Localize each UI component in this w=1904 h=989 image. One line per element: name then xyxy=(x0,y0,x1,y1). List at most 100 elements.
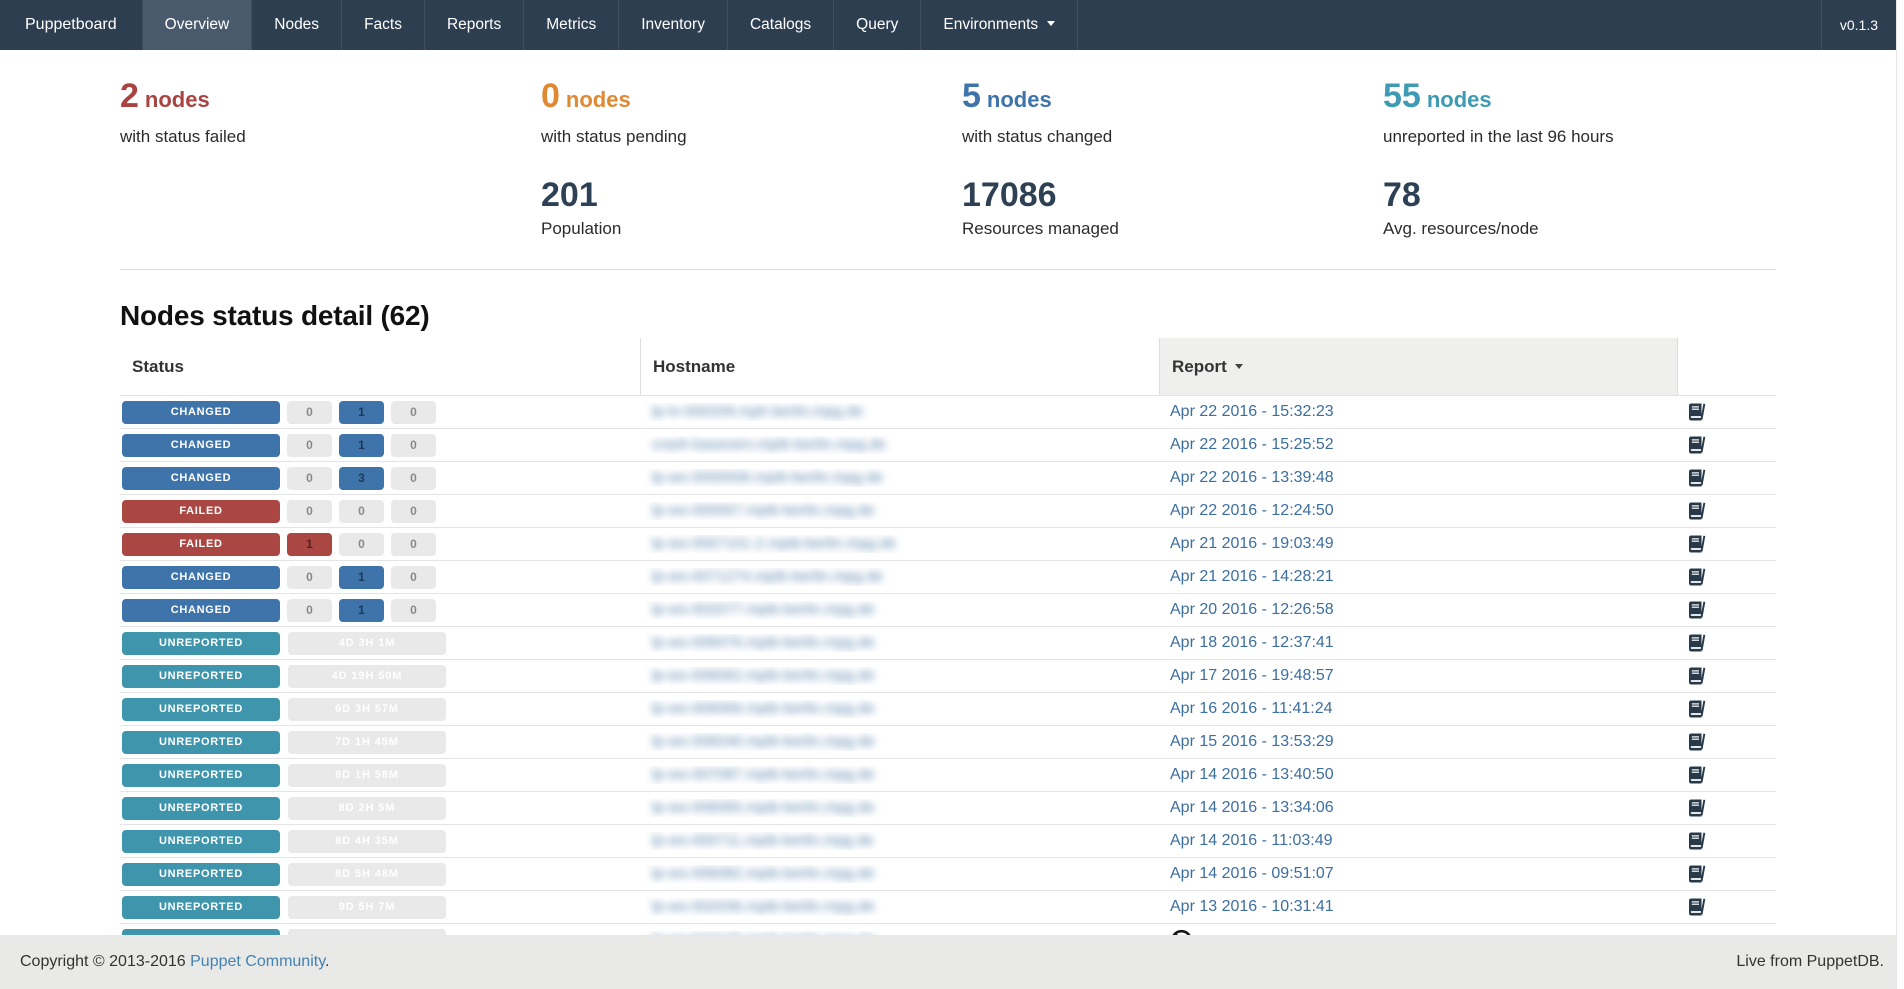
hostname-link[interactable]: lp-ws-0071274.mpib-berlin.mpg.de xyxy=(652,568,883,585)
hostname-cell: lp-ws-000711.mpib-berlin.mpg.de xyxy=(640,832,1159,850)
nav-item-nodes[interactable]: Nodes xyxy=(252,0,343,50)
hostname-link[interactable]: lp-ws-0007101-2.mpib-berlin.mpg.de xyxy=(652,535,897,552)
report-book-icon[interactable] xyxy=(1687,534,1707,554)
nav-item-environments[interactable]: Environments xyxy=(921,0,1079,50)
column-header-report[interactable]: Report xyxy=(1159,338,1678,395)
hostname-link[interactable]: lp-ws-006065.mpib-berlin.mpg.de xyxy=(652,799,875,816)
report-date-link[interactable]: Apr 22 2016 - 12:24:50 xyxy=(1170,502,1334,519)
hostname-link[interactable]: crash-baseserv.mpib-berlin.mpg.de xyxy=(652,436,886,453)
report-icon-cell xyxy=(1678,765,1776,785)
report-cell: Apr 13 2016 - 10:31:41 xyxy=(1159,898,1678,916)
puppet-community-link[interactable]: Puppet Community xyxy=(190,953,325,970)
stat-secondary-value: 201 xyxy=(541,176,598,214)
nav-item-query[interactable]: Query xyxy=(834,0,922,50)
status-badge: UNREPORTED xyxy=(122,664,280,688)
hostname-cell: lp-ws-0000006.mpib-berlin.mpg.de xyxy=(640,469,1159,487)
report-date-link[interactable]: Apr 14 2016 - 09:51:07 xyxy=(1170,865,1334,882)
event-count-box: 0 xyxy=(287,400,332,424)
report-book-icon[interactable] xyxy=(1687,501,1707,521)
stats-row: 2 nodes with status failed 0 nodes with statu… xyxy=(120,50,1776,239)
hostname-link[interactable]: lp-ws-002077.mpib-berlin.mpg.de xyxy=(652,601,875,618)
status-cell: UNREPORTED 8D 1H 58M xyxy=(120,763,640,787)
stat-secondary-caption: Population xyxy=(541,219,622,238)
report-date-link[interactable]: Apr 18 2016 - 12:37:41 xyxy=(1170,634,1334,651)
report-date-link[interactable]: Apr 21 2016 - 14:28:21 xyxy=(1170,568,1334,585)
nav-item-facts[interactable]: Facts xyxy=(342,0,425,50)
status-badge: UNREPORTED xyxy=(122,763,280,787)
report-date-link[interactable]: Apr 15 2016 - 13:53:29 xyxy=(1170,733,1334,750)
column-header-hostname[interactable]: Hostname xyxy=(640,338,1159,395)
hostname-link[interactable]: lp-ws-0000006.mpib-berlin.mpg.de xyxy=(652,469,883,486)
report-book-icon[interactable] xyxy=(1687,765,1707,785)
report-book-icon[interactable] xyxy=(1687,468,1707,488)
report-book-icon[interactable] xyxy=(1687,864,1707,884)
report-book-icon[interactable] xyxy=(1687,402,1707,422)
hostname-link[interactable]: lp-ws-007087.mpib-berlin.mpg.de xyxy=(652,766,875,783)
navbar-items: Overview Nodes Facts Reports Metrics Inventor… xyxy=(142,0,1079,50)
report-date-link[interactable]: Apr 21 2016 - 19:03:49 xyxy=(1170,535,1334,552)
hostname-cell: lp-ws-002077.mpib-berlin.mpg.de xyxy=(640,601,1159,619)
nav-item-inventory[interactable]: Inventory xyxy=(619,0,728,50)
hostname-link[interactable]: lp-ws-000711.mpib-berlin.mpg.de xyxy=(652,832,874,849)
report-book-icon[interactable] xyxy=(1687,435,1707,455)
report-date-link[interactable]: Apr 16 2016 - 11:41:24 xyxy=(1170,700,1333,717)
table-row: UNREPORTED 6D 3H 57M lp-ws-006066.mpib-b… xyxy=(120,692,1776,725)
nav-item-metrics[interactable]: Metrics xyxy=(524,0,620,50)
report-book-icon[interactable] xyxy=(1687,600,1707,620)
hostname-link[interactable]: lp-ws-006082.mpib-berlin.mpg.de xyxy=(652,865,875,882)
stat-unit: nodes xyxy=(144,87,210,112)
column-header-status[interactable]: Status xyxy=(132,357,184,376)
stat-secondary: 78 Avg. resources/node xyxy=(1383,175,1804,239)
report-book-icon[interactable] xyxy=(1687,897,1707,917)
nav-item-reports[interactable]: Reports xyxy=(425,0,525,50)
hostname-cell: lp-ws-000007.mpib-berlin.mpg.de xyxy=(640,502,1159,520)
hostname-cell: lp-ws-006066.mpib-berlin.mpg.de xyxy=(640,700,1159,718)
hostname-link[interactable]: lp-ws-002036.mpib-berlin.mpg.de xyxy=(652,898,875,915)
status-badge: UNREPORTED xyxy=(122,895,280,919)
navbar-brand[interactable]: Puppetboard xyxy=(0,0,143,50)
hostname-link[interactable]: lp-ws-000007.mpib-berlin.mpg.de xyxy=(652,502,875,519)
scrollbar[interactable] xyxy=(1896,0,1904,989)
report-date-link[interactable]: Apr 22 2016 - 13:39:48 xyxy=(1170,469,1334,486)
hostname-link[interactable]: lp-ws-006062.mpib-berlin.mpg.de xyxy=(652,667,875,684)
event-count-box: 0 xyxy=(287,466,332,490)
status-cell: UNREPORTED 4D 3H 1M xyxy=(120,631,640,655)
hostname-cell: crash-baseserv.mpib-berlin.mpg.de xyxy=(640,436,1159,454)
report-date-link[interactable]: Apr 14 2016 - 13:34:06 xyxy=(1170,799,1334,816)
report-date-link[interactable]: Apr 22 2016 - 15:32:23 xyxy=(1170,403,1334,420)
hostname-link[interactable]: lp-ws-006066.mpib-berlin.mpg.de xyxy=(652,700,875,717)
status-cell: UNREPORTED 4D 19H 50M xyxy=(120,664,640,688)
nav-item-overview[interactable]: Overview xyxy=(142,0,253,50)
report-date-link[interactable]: Apr 13 2016 - 10:31:41 xyxy=(1170,898,1334,915)
stat-value: 55 xyxy=(1383,77,1421,115)
stat-headline: 0 nodes xyxy=(541,76,962,123)
report-date-link[interactable]: Apr 14 2016 - 13:40:50 xyxy=(1170,766,1334,783)
report-book-icon[interactable] xyxy=(1687,732,1707,752)
stat-column: 5 nodes with status changed 17086 Resources … xyxy=(962,76,1383,239)
report-date-link[interactable]: Apr 14 2016 - 11:03:49 xyxy=(1170,832,1333,849)
report-book-icon[interactable] xyxy=(1687,567,1707,587)
status-cell: UNREPORTED 8D 5H 48M xyxy=(120,862,640,886)
nav-item-catalogs[interactable]: Catalogs xyxy=(728,0,835,50)
report-book-icon[interactable] xyxy=(1687,666,1707,686)
footer-copyright: Copyright © 2013-2016 Puppet Community. xyxy=(20,953,329,971)
report-book-icon[interactable] xyxy=(1687,831,1707,851)
navbar: Puppetboard Overview Nodes Facts Reports Met… xyxy=(0,0,1904,50)
table-row: UNREPORTED 4D 3H 1M lp-ws-006076.mpib-be… xyxy=(120,626,1776,659)
report-book-icon[interactable] xyxy=(1687,633,1707,653)
report-date-link[interactable]: Apr 22 2016 - 15:25:52 xyxy=(1170,436,1334,453)
hostname-link[interactable]: lp-lx-000209.mph.berlin.mpg.de xyxy=(652,403,863,420)
report-date-link[interactable]: Apr 17 2016 - 19:48:57 xyxy=(1170,667,1334,684)
report-book-icon[interactable] xyxy=(1687,699,1707,719)
report-book-icon[interactable] xyxy=(1687,798,1707,818)
hostname-link[interactable]: lp-ws-006046.mpib-berlin.mpg.de xyxy=(652,733,875,750)
report-date-link[interactable]: Apr 20 2016 - 12:26:58 xyxy=(1170,601,1334,618)
hostname-cell: lp-ws-006082.mpib-berlin.mpg.de xyxy=(640,865,1159,883)
event-count-box: 0 xyxy=(339,499,384,523)
hostname-link[interactable]: lp-ws-006076.mpib-berlin.mpg.de xyxy=(652,634,875,651)
